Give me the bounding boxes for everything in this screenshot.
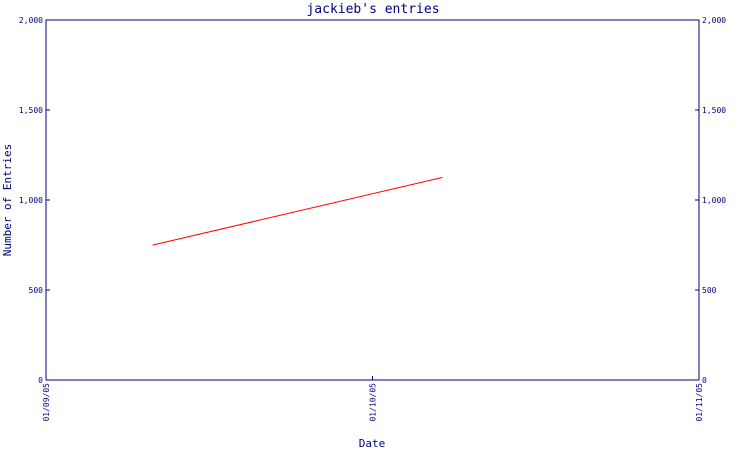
y-tick-left-label: 500 — [29, 286, 44, 295]
y-tick-right-label: 0 — [702, 376, 707, 385]
y-tick-left-label: 0 — [38, 376, 43, 385]
x-tick-label: 01/09/05 — [42, 383, 51, 422]
y-axis-title: Number of Entries — [1, 144, 14, 257]
series-line — [152, 177, 443, 246]
y-tick-right-label: 500 — [702, 286, 717, 295]
y-tick-right-label: 1,000 — [702, 196, 726, 205]
series-layer — [152, 177, 443, 246]
y-tick-right-label: 2,000 — [702, 16, 726, 25]
y-tick-right-label: 1,500 — [702, 106, 726, 115]
x-axis: 01/09/05 01/10/05 01/11/05 — [42, 376, 704, 422]
y-axis-right: 0 500 1,000 1,500 2,000 — [695, 16, 726, 385]
plot-area-frame — [45, 19, 700, 381]
x-tick-label: 01/11/05 — [695, 383, 704, 422]
y-tick-left-label: 1,000 — [19, 196, 43, 205]
y-tick-left-label: 1,500 — [19, 106, 43, 115]
series-point — [441, 177, 443, 178]
y-tick-left-label: 2,000 — [19, 16, 43, 25]
x-axis-title: Date — [359, 437, 386, 450]
x-tick-label: 01/10/05 — [369, 383, 378, 422]
series-point — [152, 244, 154, 246]
y-axis-left: 0 500 1,000 1,500 2,000 — [19, 16, 50, 385]
chart-title: jackieb's entries — [306, 2, 439, 17]
